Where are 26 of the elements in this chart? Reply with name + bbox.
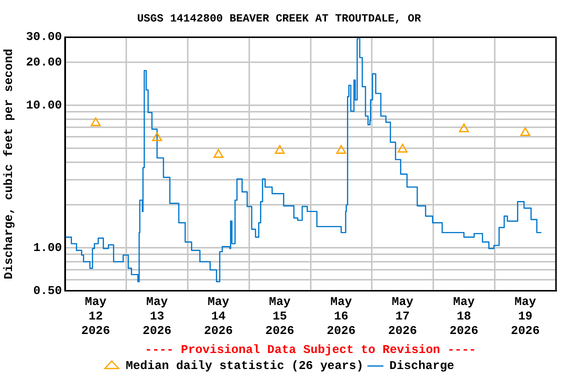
y-tick-label: 0.50 bbox=[33, 284, 62, 298]
x-tick-label: May 18 2026 bbox=[450, 295, 478, 338]
y-tick-label: 1.00 bbox=[33, 240, 62, 255]
point bbox=[336, 145, 346, 154]
y-tick-label: 20.00 bbox=[26, 55, 62, 70]
y-tick-label: 30.00 bbox=[26, 30, 62, 44]
text: ---- Provisional Data Subject to Revision ---- bbox=[144, 343, 476, 358]
legend-label: Median daily statistic (26 years) bbox=[126, 359, 364, 374]
y-tick-label: 10.00 bbox=[26, 98, 62, 112]
y-axis-title: Discharge, cubic feet per second bbox=[2, 48, 16, 280]
x-tick-label: May 13 2026 bbox=[142, 295, 172, 338]
x-tick-label: May 17 2026 bbox=[388, 295, 417, 338]
point bbox=[90, 117, 101, 126]
legend-label: Discharge bbox=[389, 359, 454, 374]
point bbox=[213, 149, 224, 158]
x-tick-label: May 16 2026 bbox=[326, 295, 356, 338]
point bbox=[520, 127, 530, 136]
x-tick-label: May 15 2026 bbox=[265, 295, 294, 338]
point bbox=[458, 123, 469, 132]
point bbox=[398, 144, 408, 153]
point bbox=[152, 132, 162, 142]
x-tick-label: May 14 2026 bbox=[204, 295, 233, 338]
point bbox=[274, 145, 285, 154]
chart-title: USGS 14142800 BEAVER CREEK AT TROUTDALE, OR bbox=[137, 13, 422, 26]
x-tick-label: May 12 2026 bbox=[81, 295, 110, 338]
x-tick-label: May 19 2026 bbox=[510, 295, 540, 338]
